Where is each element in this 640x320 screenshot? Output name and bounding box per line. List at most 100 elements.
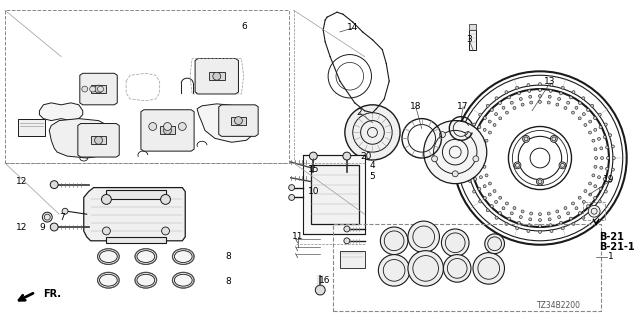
Circle shape: [538, 230, 541, 233]
Circle shape: [584, 124, 587, 126]
Bar: [209, 72, 225, 80]
Circle shape: [550, 135, 557, 142]
Circle shape: [578, 117, 581, 120]
Circle shape: [473, 190, 476, 193]
Circle shape: [95, 85, 102, 93]
Bar: [230, 117, 246, 124]
Circle shape: [536, 178, 543, 185]
Circle shape: [309, 152, 317, 160]
Circle shape: [559, 221, 563, 224]
Circle shape: [479, 200, 482, 203]
Circle shape: [483, 116, 486, 120]
Circle shape: [483, 185, 486, 188]
Circle shape: [575, 207, 578, 210]
Circle shape: [594, 148, 597, 151]
Text: 8: 8: [226, 252, 232, 261]
Circle shape: [490, 204, 493, 208]
Circle shape: [343, 152, 351, 160]
Circle shape: [164, 126, 172, 134]
Circle shape: [479, 176, 483, 179]
Circle shape: [508, 217, 511, 220]
Circle shape: [550, 229, 553, 233]
Circle shape: [344, 238, 350, 244]
Circle shape: [495, 200, 497, 204]
Circle shape: [483, 156, 485, 159]
Circle shape: [557, 98, 561, 100]
Ellipse shape: [99, 274, 117, 286]
Circle shape: [479, 137, 483, 140]
Circle shape: [473, 252, 504, 284]
Ellipse shape: [135, 272, 157, 288]
Circle shape: [557, 216, 561, 219]
Circle shape: [592, 174, 595, 177]
Circle shape: [582, 113, 586, 116]
Circle shape: [550, 84, 553, 86]
Bar: [159, 126, 175, 134]
Ellipse shape: [135, 249, 157, 264]
Circle shape: [521, 210, 524, 213]
Text: 12: 12: [16, 222, 28, 231]
Circle shape: [549, 89, 552, 92]
Circle shape: [514, 162, 521, 169]
Circle shape: [490, 108, 493, 111]
Circle shape: [566, 212, 570, 215]
Circle shape: [502, 106, 505, 109]
Circle shape: [488, 193, 492, 196]
Circle shape: [530, 212, 532, 215]
Bar: [340, 251, 365, 268]
Circle shape: [529, 218, 532, 221]
Circle shape: [561, 86, 564, 89]
Text: 1: 1: [608, 252, 614, 261]
Circle shape: [316, 285, 325, 295]
Circle shape: [523, 135, 529, 142]
Bar: [5, 10, 289, 163]
Text: 14: 14: [347, 23, 358, 32]
Circle shape: [51, 223, 58, 231]
Circle shape: [474, 136, 477, 139]
Circle shape: [431, 156, 438, 162]
Circle shape: [579, 212, 581, 214]
Text: 18: 18: [410, 102, 422, 111]
Circle shape: [51, 181, 58, 188]
Circle shape: [589, 182, 591, 185]
Circle shape: [476, 156, 479, 159]
Circle shape: [442, 229, 469, 257]
Circle shape: [478, 126, 481, 129]
Circle shape: [513, 207, 516, 210]
Circle shape: [582, 97, 585, 100]
Polygon shape: [80, 73, 117, 105]
Circle shape: [538, 94, 541, 97]
Circle shape: [599, 188, 602, 190]
Circle shape: [440, 132, 445, 138]
Circle shape: [483, 165, 486, 168]
Circle shape: [570, 217, 572, 220]
Circle shape: [603, 136, 606, 139]
Circle shape: [82, 86, 88, 92]
Circle shape: [600, 156, 604, 159]
Circle shape: [538, 100, 541, 103]
Circle shape: [529, 95, 532, 98]
Circle shape: [548, 95, 551, 98]
Circle shape: [495, 97, 498, 100]
Circle shape: [513, 107, 516, 109]
Circle shape: [594, 128, 596, 131]
Circle shape: [164, 123, 172, 131]
Circle shape: [572, 111, 575, 114]
Text: 12: 12: [16, 177, 28, 186]
Circle shape: [506, 202, 508, 205]
Circle shape: [547, 212, 550, 215]
Ellipse shape: [175, 274, 192, 286]
Polygon shape: [219, 105, 258, 136]
Circle shape: [582, 200, 586, 204]
Bar: [469, 24, 476, 30]
Ellipse shape: [175, 251, 192, 262]
Bar: [333, 224, 601, 311]
Circle shape: [593, 196, 596, 199]
Circle shape: [508, 96, 511, 99]
Circle shape: [179, 123, 186, 131]
Circle shape: [465, 132, 471, 138]
Circle shape: [148, 123, 157, 131]
Circle shape: [527, 84, 530, 86]
Text: B-21-1: B-21-1: [599, 242, 635, 252]
Circle shape: [595, 156, 598, 159]
